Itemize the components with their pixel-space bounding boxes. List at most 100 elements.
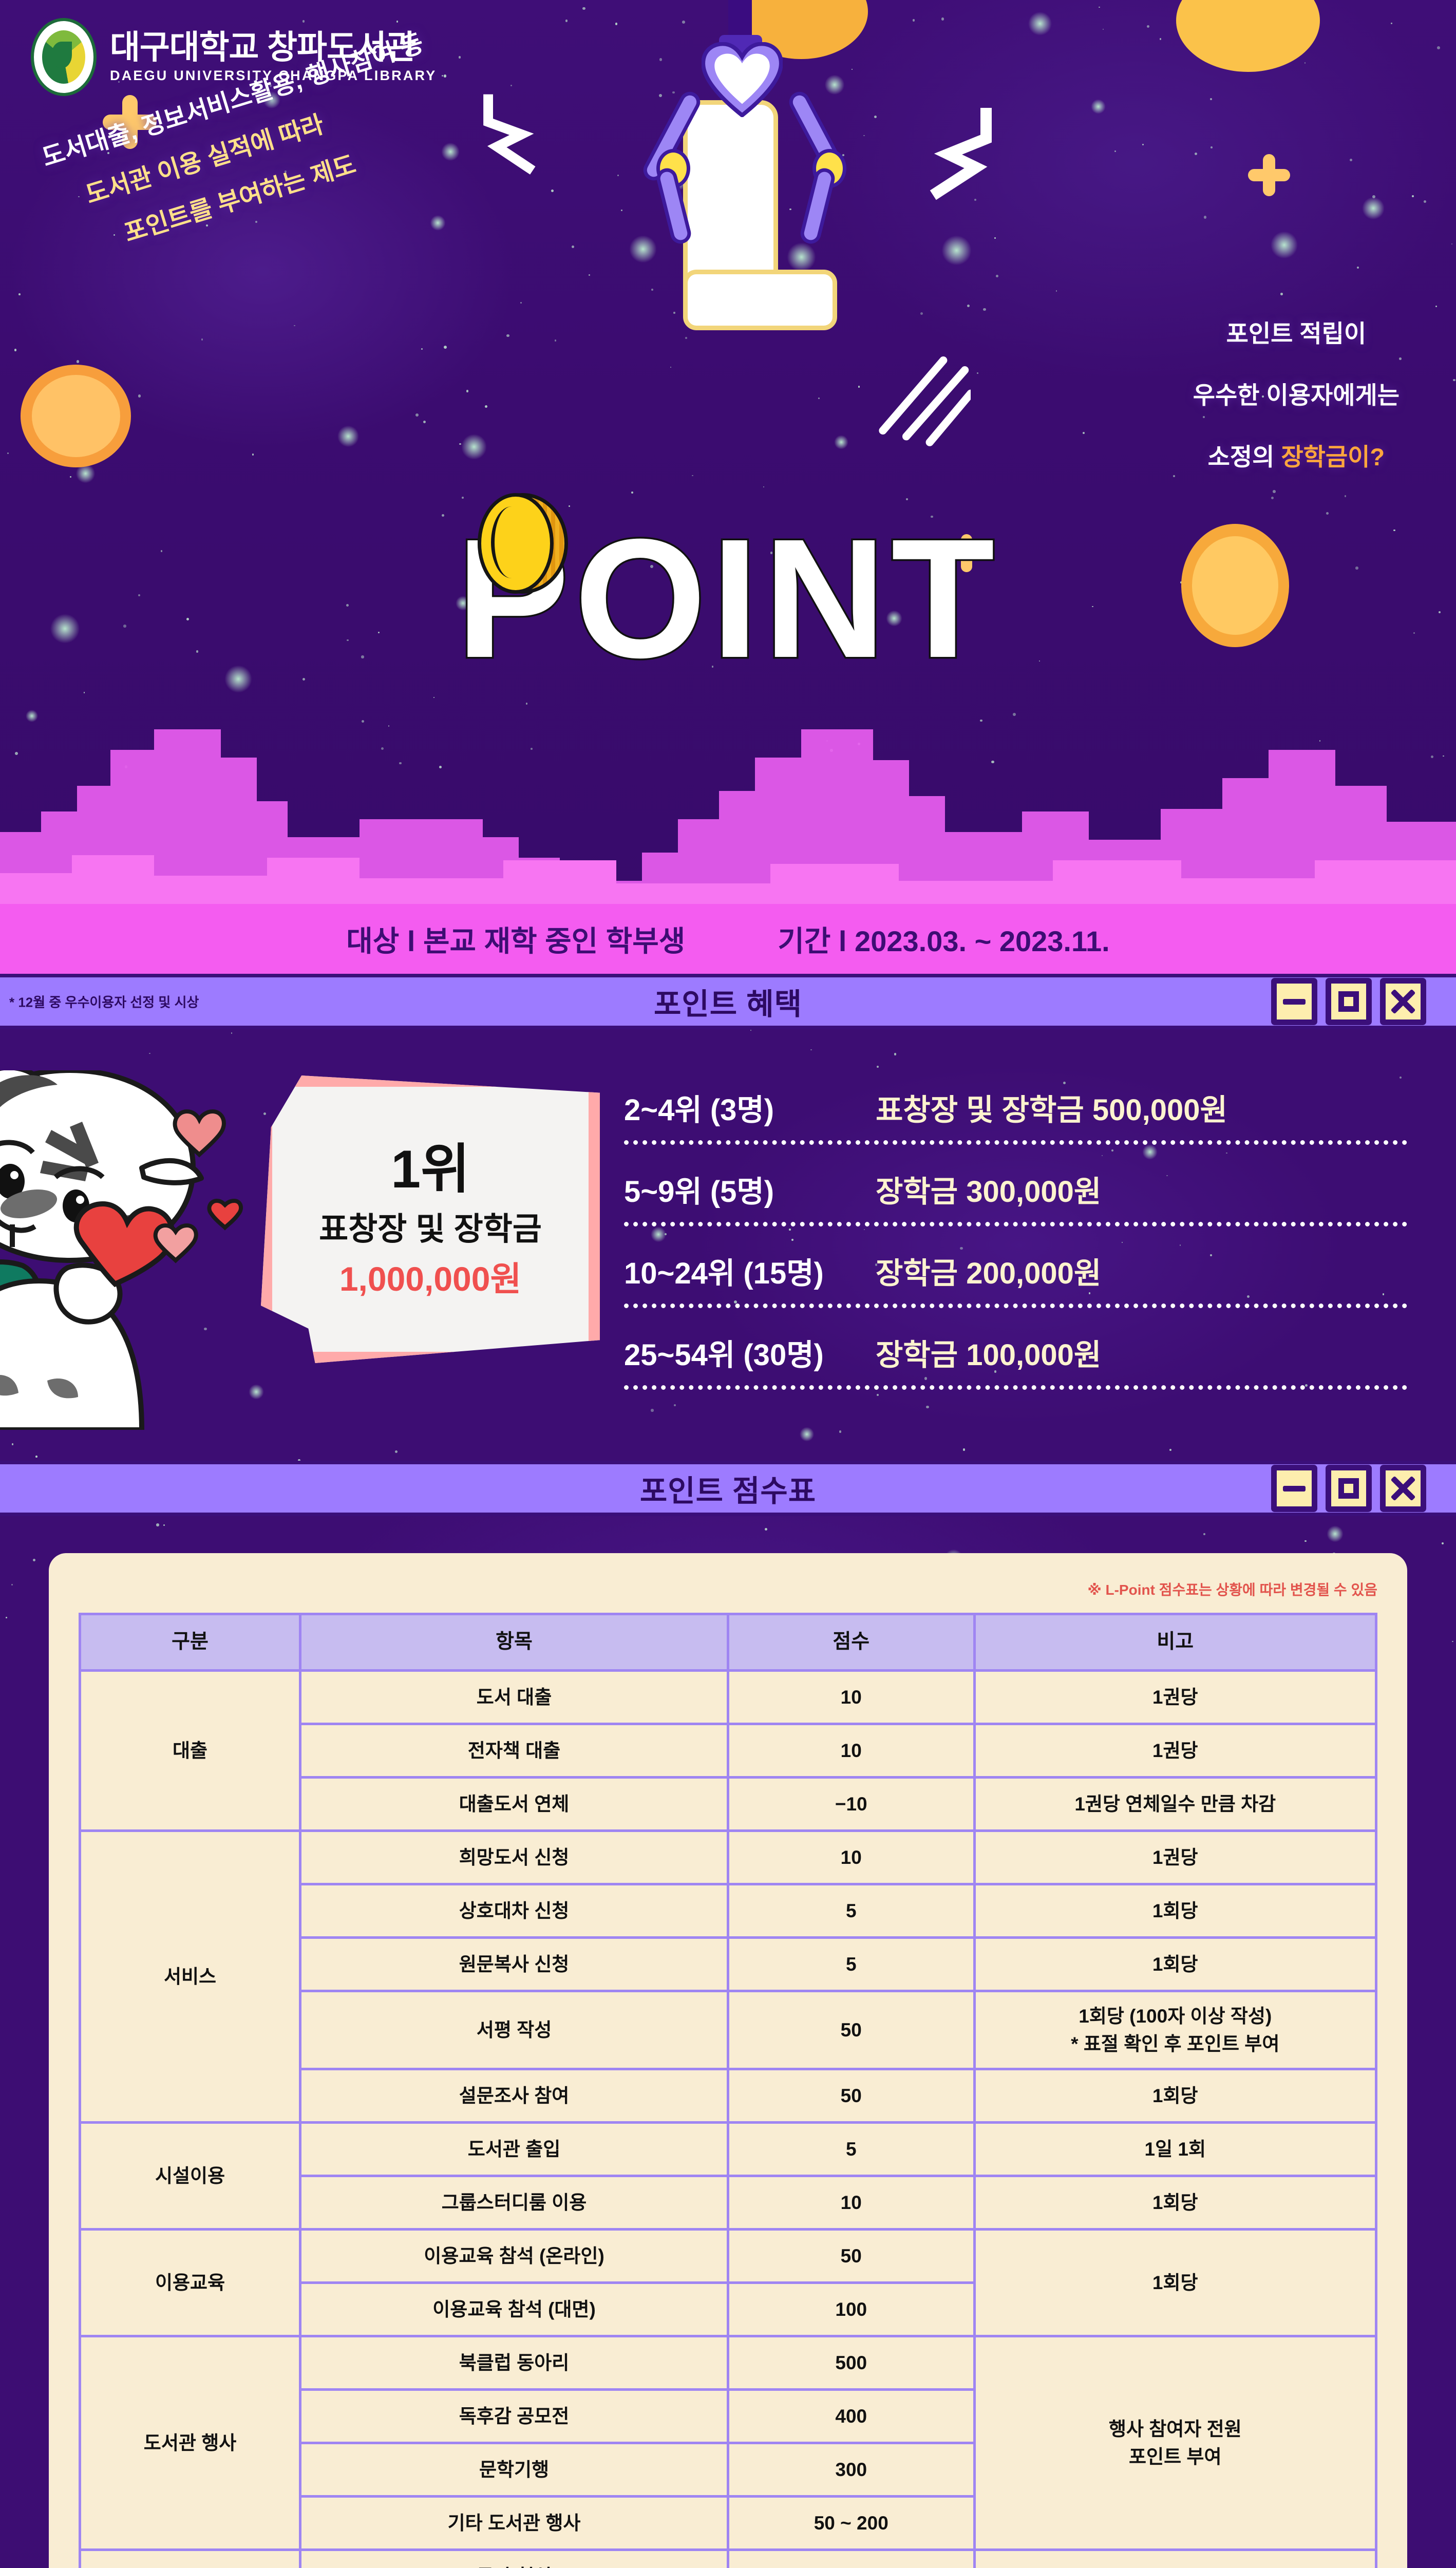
window-controls <box>1271 978 1426 1025</box>
zigzag-decoration-icon <box>478 87 539 185</box>
minimize-icon <box>1283 999 1306 1005</box>
score-item-cell: 희망도서 신청 <box>300 1831 728 1884</box>
speed-lines-icon <box>873 344 971 447</box>
score-item-cell: 대출도서 연체 <box>300 1778 728 1831</box>
info-banner: 대상 l 본교 재학 중인 학부생 기간 l 2023.03. ~ 2023.1… <box>0 904 1456 974</box>
logo-text-korean: 대구대학교 창파도서관 <box>110 30 437 65</box>
hero-copy-right: 포인트 적립이 우수한 이용자에게는 소정의 장학금이? <box>1193 303 1400 488</box>
score-value-cell: 10 <box>728 1724 974 1778</box>
score-table-row: 이용교육 이용교육 참석 (온라인) 50 1회당 <box>80 2230 1376 2283</box>
score-item-cell: 그룹스터디룸 이용 <box>300 2176 728 2230</box>
score-section-header: 포인트 점수표 <box>0 1461 1456 1516</box>
score-table-body: 대출 도서 대출 10 1권당 전자책 대출 10 1권당 대출도서 연체 −10 1권당 연체일… <box>80 1671 1376 2568</box>
mountain-silhouette <box>0 729 1456 904</box>
benefit-prize: 장학금 300,000원 <box>876 1167 1101 1211</box>
score-value-cell: 50 <box>728 2069 974 2123</box>
score-note-cell: 1회당 <box>974 1938 1376 1991</box>
score-item-cell: 상호대차 신청 <box>300 1884 728 1938</box>
plus-decoration-icon <box>1248 154 1290 196</box>
score-item-cell: 도서 대출 <box>300 1671 728 1724</box>
score-warning-note: ※ L-Point 점수표는 상황에 따라 변경될 수 있음 <box>79 1579 1377 1599</box>
coin-icon <box>478 493 568 594</box>
close-button[interactable] <box>1380 978 1426 1025</box>
minimize-button[interactable] <box>1271 1465 1317 1512</box>
benefit-row: 10~24위 (15명) 장학금 200,000원 <box>624 1249 1407 1308</box>
score-value-cell: 5 <box>728 1938 974 1991</box>
score-note-cell: 1회당 <box>974 2176 1376 2230</box>
benefit-row: 5~9위 (5명) 장학금 300,000원 <box>624 1167 1407 1226</box>
coin-icon <box>1181 524 1289 647</box>
hero-copy-right-line-1: 포인트 적립이 <box>1193 303 1400 365</box>
tiger-mascot-icon <box>0 1070 260 1430</box>
score-table-row: 시설이용 도서관 출입 5 1일 1회 <box>80 2123 1376 2176</box>
benefit-section-note: * 12월 중 우수이용자 선정 및 시상 <box>9 992 199 1011</box>
hero-section: 대구대학교 창파도서관 DAEGU UNIVERSITY CHANGPA LIB… <box>0 0 1456 904</box>
score-item-cell: 도서관 출입 <box>300 2123 728 2176</box>
score-column-header: 항목 <box>300 1614 728 1671</box>
zigzag-decoration-icon <box>930 108 1001 211</box>
score-value-cell: 10 <box>728 2176 974 2230</box>
score-value-cell: 50 <box>728 2230 974 2283</box>
score-note-cell: 홍보 1건당 <box>974 2550 1376 2568</box>
score-item-cell: 이용교육 참석 (온라인) <box>300 2230 728 2283</box>
coin-icon <box>1176 0 1320 72</box>
score-table-row: 서비스 희망도서 신청 10 1권당 <box>80 1831 1376 1884</box>
score-item-cell: 문학기행 <box>300 2443 728 2497</box>
hero-copy-right-prefix: 소정의 <box>1208 443 1281 470</box>
score-table-row: 도서관 행사 북클럽 동아리 500 행사 참여자 전원 포인트 부여 <box>80 2336 1376 2390</box>
maximize-button[interactable] <box>1326 978 1372 1025</box>
score-group-cell: 대출 <box>80 1671 300 1831</box>
score-note-cell: 1회당 <box>974 1884 1376 1938</box>
score-value-cell: 50 <box>728 2550 974 2568</box>
maximize-button[interactable] <box>1326 1465 1372 1512</box>
daegu-university-emblem-icon <box>31 18 97 96</box>
score-note-cell: 1권당 연체일수 만큼 차감 <box>974 1778 1376 1831</box>
score-group-cell: 도서관 홍보 <box>80 2550 300 2568</box>
score-item-cell: 이용교육 참석 (대면) <box>300 2283 728 2336</box>
maximize-icon <box>1338 991 1359 1012</box>
score-note-cell: 1권당 <box>974 1671 1376 1724</box>
benefit-prize: 표창장 및 장학금 500,000원 <box>876 1086 1227 1129</box>
benefit-rank: 5~9위 (5명) <box>624 1167 876 1211</box>
score-table-row: 대출 도서 대출 10 1권당 <box>80 1671 1376 1724</box>
score-item-cell: 전자책 대출 <box>300 1724 728 1778</box>
benefit-rank: 25~54위 (30명) <box>624 1331 876 1374</box>
heart-icon <box>702 42 783 117</box>
score-note-cell: 1회당 <box>974 2230 1376 2336</box>
benefit-section: 1위 표창장 및 장학금 1,000,000원 2~4위 (3명) 표창장 및 장… <box>0 1029 1456 1461</box>
benefit-section-header: * 12월 중 우수이용자 선정 및 시상 포인트 혜택 <box>0 974 1456 1029</box>
score-item-cell: 원문복사 신청 <box>300 1938 728 1991</box>
minimize-button[interactable] <box>1271 978 1317 1025</box>
score-item-cell: 기타 도서관 행사 <box>300 2497 728 2550</box>
window-controls <box>1271 1465 1426 1512</box>
score-note-cell: 행사 참여자 전원 포인트 부여 <box>974 2336 1376 2550</box>
hero-copy-right-line-2: 우수한 이용자에게는 <box>1193 365 1400 426</box>
close-button[interactable] <box>1380 1465 1426 1512</box>
score-note-cell: 1회당 (100자 이상 작성) * 표절 확인 후 포인트 부여 <box>974 1991 1376 2069</box>
score-item-cell: 문자 형식 <box>300 2550 728 2568</box>
score-note-cell: 1회당 <box>974 2069 1376 2123</box>
score-value-cell: 300 <box>728 2443 974 2497</box>
score-item-cell: 독후감 공모전 <box>300 2390 728 2443</box>
banner-target: 대상 l 본교 재학 중인 학부생 <box>346 918 685 960</box>
maximize-icon <box>1338 1478 1359 1499</box>
score-note-cell: 1일 1회 <box>974 2123 1376 2176</box>
benefit-prize: 장학금 200,000원 <box>876 1249 1101 1292</box>
score-section-title: 포인트 점수표 <box>640 1467 816 1510</box>
score-value-cell: 100 <box>728 2283 974 2336</box>
poster-root: 대구대학교 창파도서관 DAEGU UNIVERSITY CHANGPA LIB… <box>0 0 1456 2568</box>
score-value-cell: 5 <box>728 2123 974 2176</box>
score-table-header-row: 구분 항목 점수 비고 <box>80 1614 1376 1671</box>
score-group-cell: 서비스 <box>80 1831 300 2123</box>
score-value-cell: 50 <box>728 1991 974 2069</box>
benefit-section-title: 포인트 혜택 <box>654 980 802 1023</box>
minimize-icon <box>1283 1486 1306 1491</box>
benefit-row: 2~4위 (3명) 표창장 및 장학금 500,000원 <box>624 1086 1407 1145</box>
score-value-cell: 5 <box>728 1884 974 1938</box>
logo-text-english: DAEGU UNIVERSITY CHANGPA LIBRARY <box>110 68 437 84</box>
score-group-cell: 이용교육 <box>80 2230 300 2336</box>
score-group-cell: 도서관 행사 <box>80 2336 300 2550</box>
benefit-rank: 2~4위 (3명) <box>624 1086 876 1129</box>
score-item-cell: 설문조사 참여 <box>300 2069 728 2123</box>
score-column-header: 점수 <box>728 1614 974 1671</box>
